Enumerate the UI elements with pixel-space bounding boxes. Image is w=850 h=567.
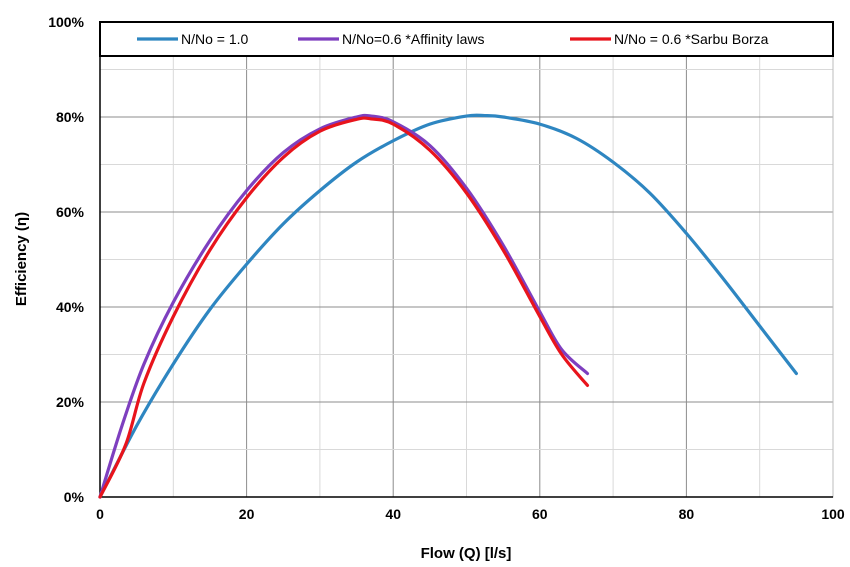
x-tick-label: 60 [532,506,548,522]
y-tick-label: 100% [48,14,84,30]
tick-labels: 0 20 40 60 80 100 0% 20% 40% 60% 80% 100% [48,14,845,522]
y-tick-label: 60% [56,204,85,220]
y-tick-label: 40% [56,299,85,315]
legend-box [99,21,834,57]
x-tick-label: 40 [385,506,401,522]
series-layer [98,113,798,499]
legend-label: N/No=0.6 *Affinity laws [342,31,485,47]
y-tick-label: 20% [56,394,85,410]
legend-label: N/No = 0.6 *Sarbu Borza [614,31,769,47]
legend: N/No = 1.0 N/No=0.6 *Affinity laws N/No = … [99,21,834,57]
x-tick-label: 80 [679,506,695,522]
y-tick-label: 0% [64,489,85,505]
x-tick-label: 20 [239,506,255,522]
axes [99,22,833,498]
x-tick-label: 100 [821,506,845,522]
series-line-affinity-laws [98,113,590,499]
series-line-n-no-1-0 [98,113,798,499]
grid [99,21,834,498]
legend-label: N/No = 1.0 [181,31,249,47]
x-axis-label: Flow (Q) [l/s] [421,545,512,562]
x-tick-label: 0 [96,506,104,522]
series-line-sarbu-borza [98,116,590,499]
y-tick-label: 80% [56,109,85,125]
y-axis-label: Efficiency (η) [13,212,30,306]
